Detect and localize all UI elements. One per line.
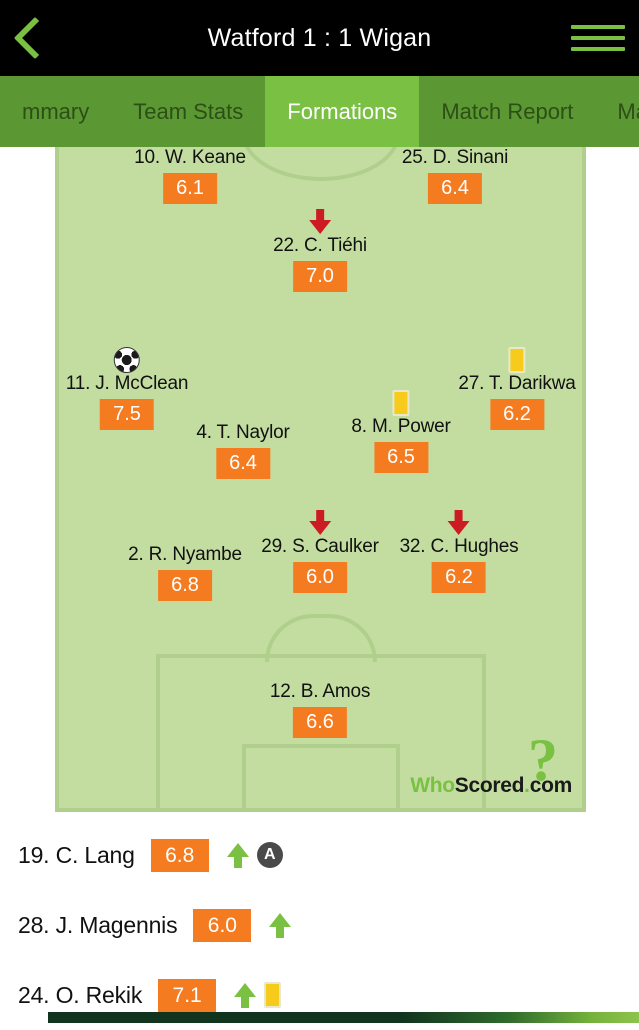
player-rating: 6.2 [489, 399, 544, 430]
player-rating: 6.4 [428, 173, 482, 204]
back-button[interactable] [6, 8, 64, 68]
sub-player-name: 24. O. Rekik [18, 981, 143, 1008]
sub-player-rating: 6.0 [193, 908, 252, 942]
player-rating: 7.0 [293, 261, 347, 292]
list-item[interactable]: 24. O. Rekik 7.1 [0, 960, 639, 1030]
player-name: 2. R. Nyambe [128, 544, 242, 565]
player-marker[interactable]: 32. C. Hughes 6.2 [400, 510, 519, 593]
yellow-card-icon [264, 982, 282, 1008]
player-name: 25. D. Sinani [401, 147, 509, 168]
tab-team-stats[interactable]: Team Stats [133, 98, 244, 124]
player-event-icons [261, 510, 379, 536]
sub-event-icons: A [226, 842, 283, 868]
sub-event-icons [269, 912, 292, 938]
player-rating: 6.1 [163, 173, 217, 204]
bottom-ad-banner[interactable] [48, 1012, 639, 1023]
sub-player-name: 28. J. Magennis [18, 911, 178, 938]
substituted-off-arrow-icon [309, 209, 331, 235]
player-event-icons [458, 347, 575, 373]
player-marker[interactable]: 27. T. Darikwa 6.2 [458, 347, 576, 430]
tab-match-report[interactable]: Match Report [441, 98, 574, 124]
pitch-goal-line [55, 808, 586, 812]
player-name: 29. S. Caulker [261, 536, 379, 557]
player-name: 8. M. Power [351, 416, 451, 437]
player-marker[interactable]: 2. R. Nyambe 6.8 [128, 544, 242, 601]
whoscored-question-mark-icon: ? [528, 727, 558, 793]
logo-com: com [529, 774, 573, 797]
menu-line [571, 36, 625, 40]
player-rating: 6.4 [216, 448, 270, 479]
player-event-icons [351, 390, 450, 416]
chevron-left-icon [13, 16, 57, 60]
six-yard-box [241, 744, 400, 812]
player-marker[interactable]: 25. D. Sinani 6.4 [402, 147, 508, 204]
player-name: 11. J. McClean [65, 373, 189, 394]
assist-badge-icon: A [256, 842, 283, 868]
player-marker[interactable]: 29. S. Caulker 6.0 [261, 510, 379, 593]
pitch-sideline-right [582, 147, 586, 812]
player-name: 32. C. Hughes [399, 536, 519, 557]
yellow-card-icon [508, 347, 526, 373]
formation-pitch: ? Who Scored. com 10. W. Keane 6.1 25. D. … [55, 147, 586, 812]
list-item[interactable]: 28. J. Magennis 6.0 [0, 890, 639, 960]
centre-circle [241, 147, 400, 181]
tab-formations[interactable]: Formations [265, 76, 420, 147]
player-marker[interactable]: 8. M. Power 6.5 [351, 390, 451, 473]
player-rating: 6.0 [293, 562, 347, 593]
player-event-icons [273, 209, 367, 235]
player-rating: 7.5 [99, 399, 154, 430]
sub-player-rating: 7.1 [158, 978, 217, 1012]
substituted-off-arrow-icon [309, 510, 331, 536]
player-marker[interactable]: 11. J. McClean 7.5 [65, 347, 189, 430]
substituted-on-arrow-icon [269, 912, 292, 938]
substituted-off-arrow-icon [447, 510, 470, 536]
hamburger-menu-icon[interactable] [571, 18, 625, 58]
player-marker[interactable]: 10. W. Keane 6.1 [134, 147, 246, 204]
whoscored-logo: Who Scored. com [410, 774, 572, 798]
logo-scored: Scored [454, 774, 525, 797]
menu-line [571, 25, 625, 29]
logo-dot: . [524, 774, 530, 797]
player-marker[interactable]: 12. B. Amos 6.6 [270, 681, 370, 738]
player-name: 22. C. Tiéhi [273, 235, 367, 256]
pitch-sideline-left [55, 147, 59, 812]
menu-line [571, 47, 625, 51]
player-name: 12. B. Amos [269, 681, 371, 702]
sub-player-name: 19. C. Lang [18, 841, 135, 868]
player-rating: 6.5 [373, 442, 428, 473]
player-rating: 6.6 [293, 707, 347, 738]
tab-bar: mmary Team Stats Formations Match Report… [0, 76, 639, 147]
player-name: 4. T. Naylor [196, 422, 290, 443]
sub-player-rating: 6.8 [150, 838, 209, 872]
player-rating: 6.8 [157, 570, 212, 601]
player-event-icons [400, 510, 519, 536]
tab-summary[interactable]: mmary [22, 98, 90, 124]
goal-ball-icon [113, 347, 140, 373]
tab-match-more[interactable]: Mat [617, 98, 639, 124]
player-name: 10. W. Keane [134, 147, 246, 168]
substitutes-list: 19. C. Lang 6.8 A 28. J. Magennis 6.0 24… [0, 820, 639, 1030]
player-marker[interactable]: 22. C. Tiéhi 7.0 [273, 209, 367, 292]
player-event-icons [66, 347, 189, 373]
penalty-arc [264, 614, 377, 662]
player-name: 27. T. Darikwa [458, 373, 576, 394]
logo-who: Who [410, 774, 455, 797]
substituted-on-arrow-icon [226, 842, 249, 868]
player-marker[interactable]: 4. T. Naylor 6.4 [196, 422, 290, 479]
list-item[interactable]: 19. C. Lang 6.8 A [0, 820, 639, 890]
yellow-card-icon [392, 390, 410, 416]
player-rating: 6.2 [431, 562, 486, 593]
page-title: Watford 1 : 1 Wigan [207, 23, 432, 52]
sub-event-icons [234, 982, 282, 1008]
substituted-on-arrow-icon [234, 982, 257, 1008]
app-header: Watford 1 : 1 Wigan [0, 0, 639, 76]
